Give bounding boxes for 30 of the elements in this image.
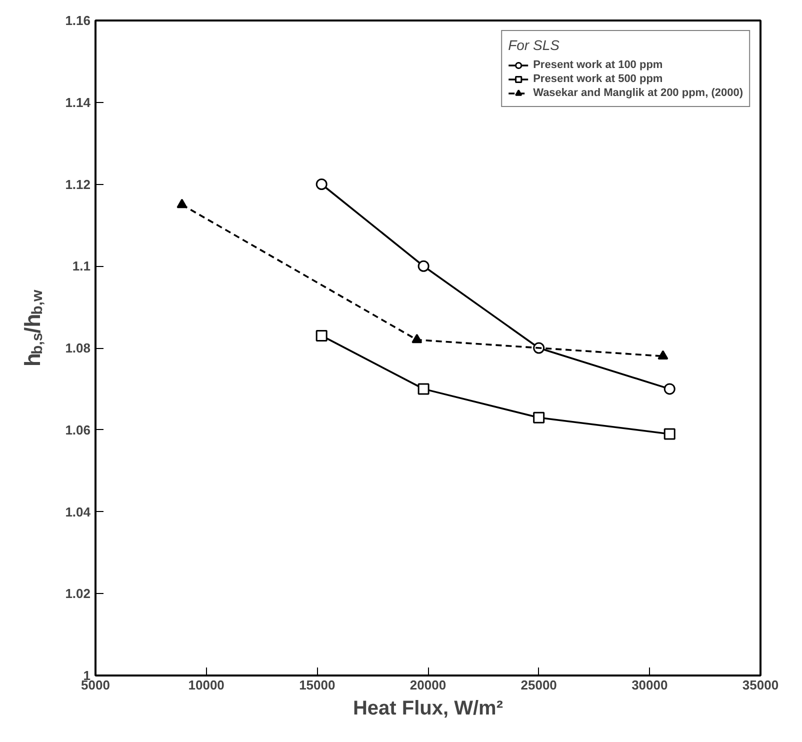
point bbox=[412, 334, 422, 344]
y-tick-label: 1.16 bbox=[65, 13, 91, 28]
x-axis-title: Heat Flux, W/m² bbox=[352, 698, 504, 720]
point bbox=[658, 350, 668, 360]
y-tick-label: 1.04 bbox=[65, 504, 92, 520]
x-tick-label: 20000 bbox=[410, 678, 446, 692]
point bbox=[316, 178, 328, 190]
y-tick-label: 1.12 bbox=[65, 176, 91, 192]
x-tick-label: 35000 bbox=[742, 678, 779, 692]
x-tick-label: 15000 bbox=[299, 678, 336, 692]
y-tick-label: 1.08 bbox=[65, 340, 91, 356]
point bbox=[176, 198, 188, 208]
point bbox=[664, 428, 676, 440]
point bbox=[533, 412, 545, 424]
y-tick-label: 1.02 bbox=[65, 586, 91, 602]
x-tick-label: 30000 bbox=[632, 678, 668, 692]
legend-label: Present work at 500 ppm bbox=[533, 72, 663, 86]
point bbox=[418, 383, 430, 395]
point bbox=[664, 383, 676, 395]
y-tick-label: 1.06 bbox=[65, 422, 91, 438]
legend-title: For SLS bbox=[508, 37, 560, 53]
legend-label: Present work at 100 ppm bbox=[533, 58, 663, 72]
y-tick-label: 1.1 bbox=[72, 258, 91, 274]
y-axis-title: hb,s/hb,w bbox=[20, 289, 46, 367]
legend-label: Wasekar and Manglik at 200 ppm, (2000) bbox=[533, 86, 743, 100]
x-tick-label: 10000 bbox=[188, 678, 224, 692]
y-tick-label: 1.14 bbox=[65, 94, 92, 110]
point bbox=[316, 330, 328, 342]
point bbox=[418, 260, 430, 272]
x-tick-label: 25000 bbox=[520, 678, 557, 692]
